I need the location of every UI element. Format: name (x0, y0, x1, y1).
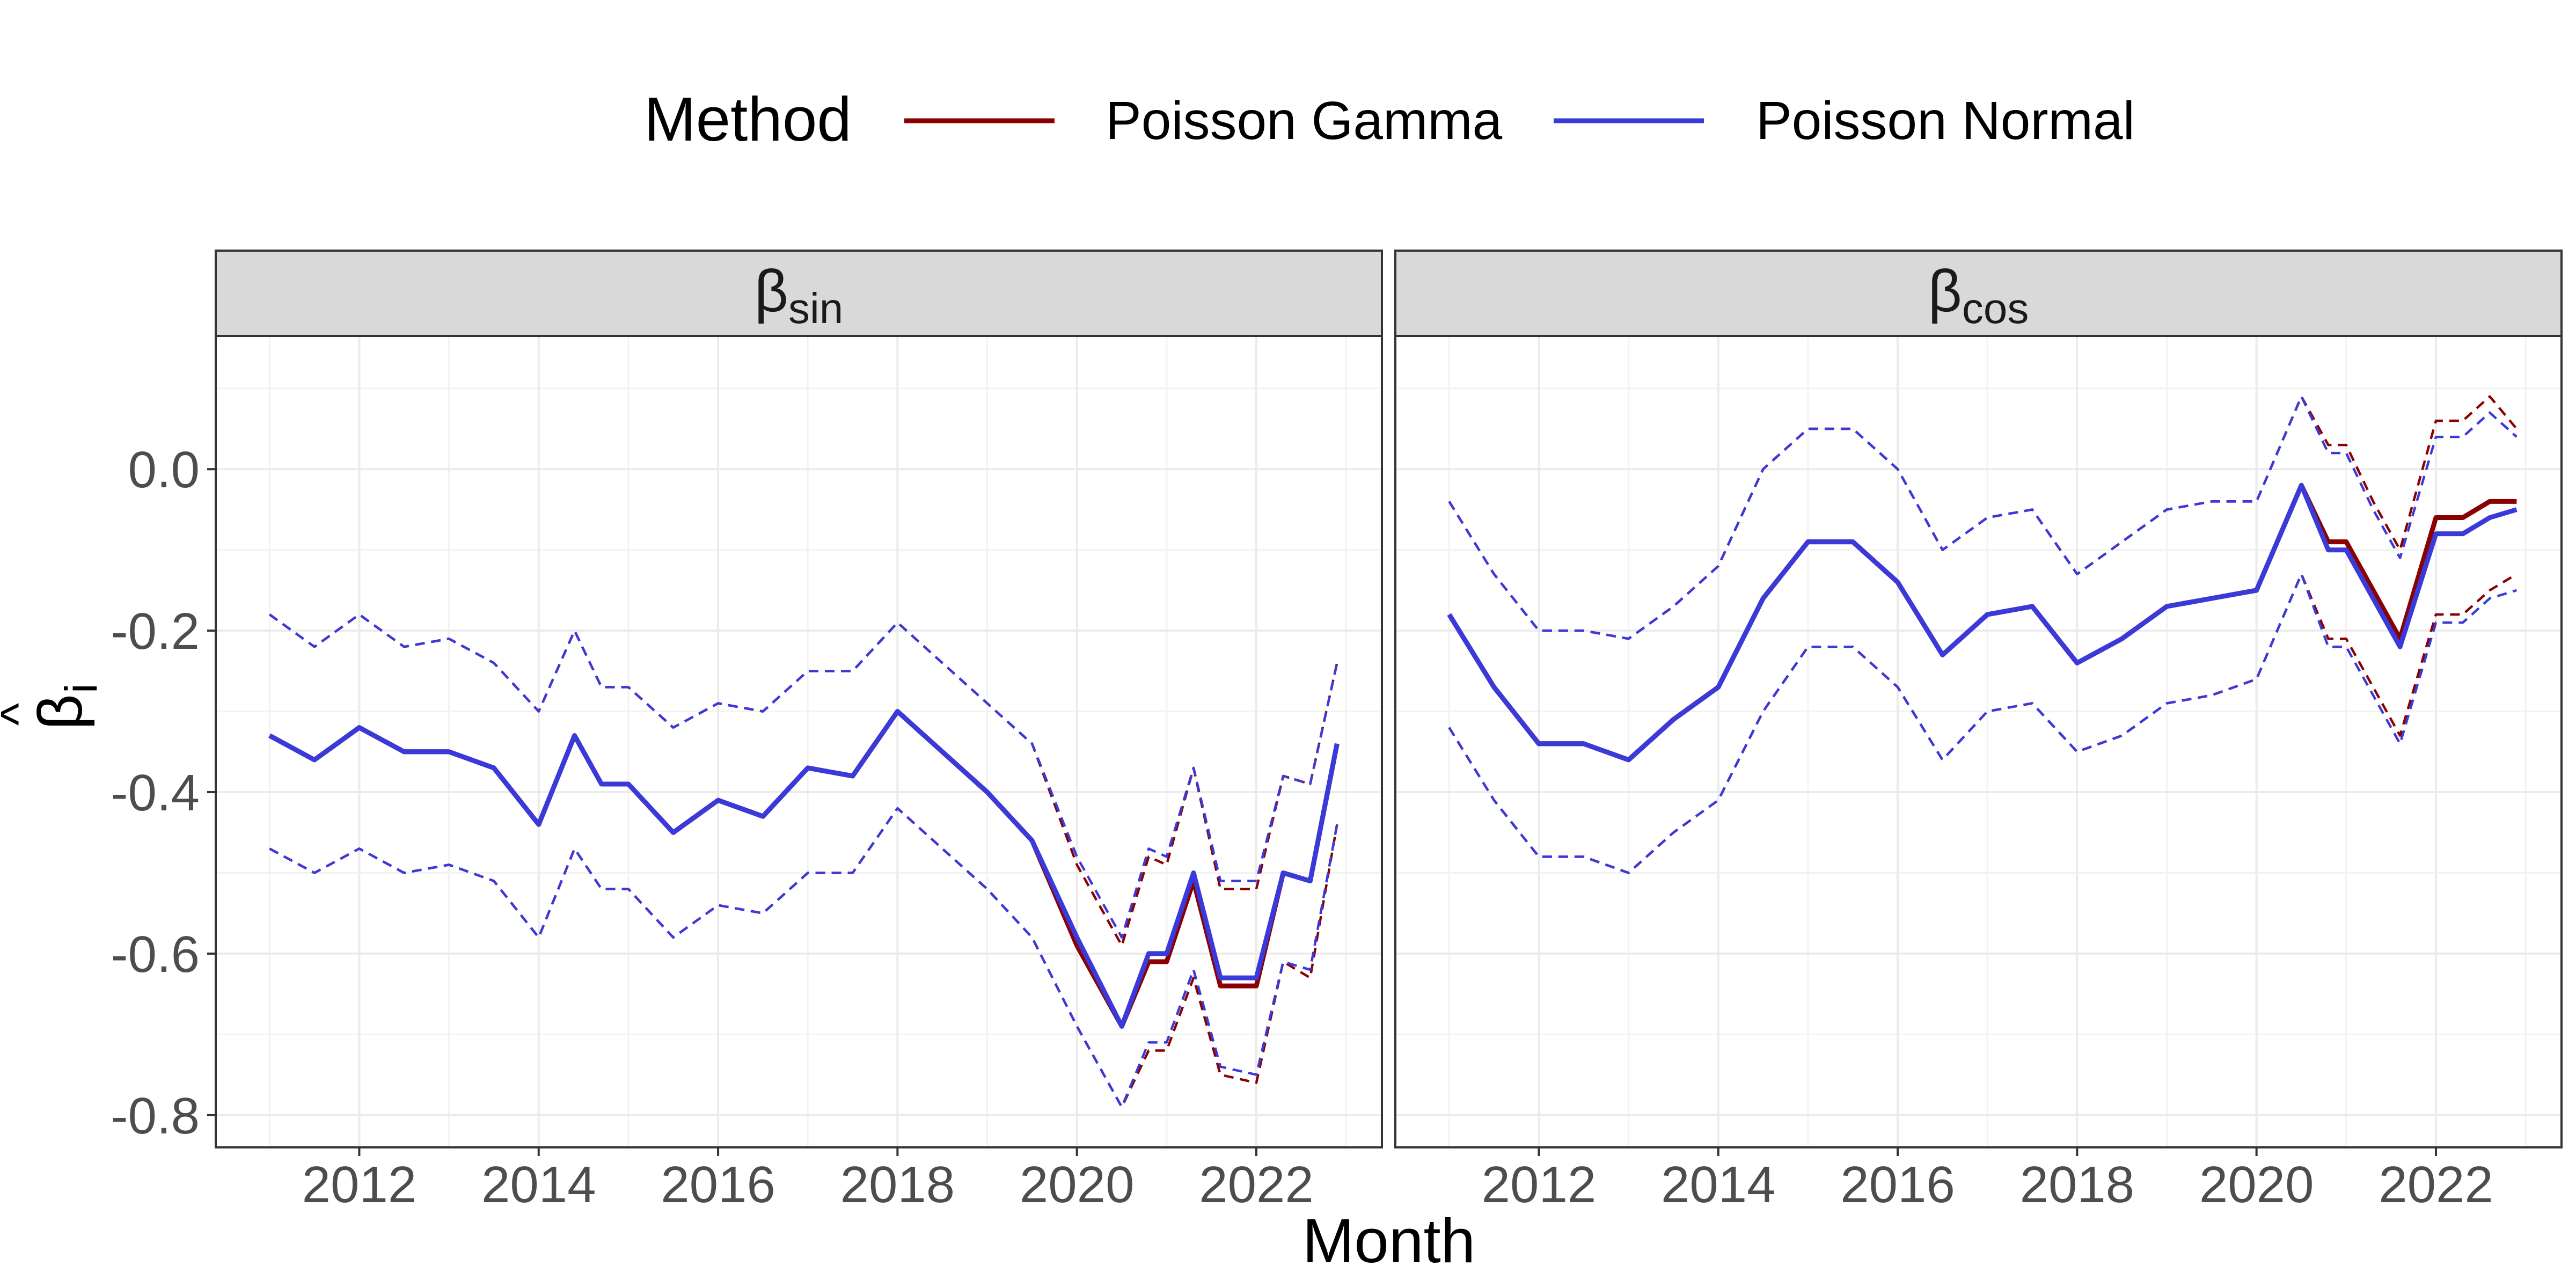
legend-title: Method (644, 84, 852, 154)
y-tick-label: -0.6 (111, 926, 200, 983)
x-tick-label: 2020 (2199, 1156, 2314, 1213)
series-lines (268, 613, 1340, 1109)
panel-border (215, 335, 1383, 1148)
legend-label-poisson-gamma: Poisson Gamma (1106, 91, 1503, 151)
series-poisson-normal-upper (268, 613, 1338, 939)
x-tick-label: 2020 (1020, 1156, 1135, 1213)
series-poisson-normal-estimate (268, 709, 1340, 1029)
strip-subscript: cos (1962, 284, 2029, 332)
y-axis-title: β^ i (0, 683, 106, 730)
strip-subscript: sin (788, 284, 843, 332)
series-lines (1447, 395, 2518, 874)
y-axis: 0.0 -0.2 -0.4 -0.6 -0.8 (111, 441, 216, 1145)
strip-symbol: β (1928, 258, 1962, 324)
strip-label-sin: βsin (755, 258, 844, 332)
x-tick-label: 2016 (1840, 1156, 1955, 1213)
y-axis-hat: ^ (0, 703, 45, 726)
x-axis-title: Month (1302, 1206, 1475, 1276)
strip-cos (1394, 250, 2563, 337)
plot-background (216, 336, 1382, 1147)
series-poisson-normal-upper (1448, 395, 2518, 640)
x-tick-label: 2018 (840, 1156, 955, 1213)
legend-label-poisson-normal: Poisson Normal (1756, 91, 2135, 151)
legend: Method Poisson Gamma Poisson Normal (644, 84, 2135, 154)
panel-border (1394, 335, 2563, 1148)
strip-label-cos: βcos (1928, 258, 2029, 332)
panel-sin: βsin 2012 2014 2016 2018 2020 2022 0.0 -0.2 -0.4 -… (111, 250, 1383, 1213)
strip-symbol: β (755, 258, 788, 324)
x-tick-label: 2018 (2020, 1156, 2135, 1213)
y-tick-label: 0.0 (128, 441, 200, 499)
series-poisson-normal-estimate (1447, 482, 2518, 763)
grid (1395, 336, 2562, 1147)
panel-cos: βcos 2012 2014 2016 2018 2020 2022 (1394, 250, 2563, 1213)
series-poisson-normal-lower (269, 807, 1338, 1109)
y-tick-label: -0.8 (111, 1087, 200, 1145)
x-tick-label: 2014 (1661, 1156, 1776, 1213)
x-tick-label: 2022 (2379, 1156, 2493, 1213)
x-tick-label: 2016 (661, 1156, 775, 1213)
plot-background (1395, 336, 2562, 1147)
y-axis-symbol: β (25, 694, 95, 730)
x-tick-label: 2014 (481, 1156, 596, 1213)
y-tick-label: -0.4 (111, 764, 200, 822)
x-axis: 2012 2014 2016 2018 2020 2022 (1482, 1147, 2493, 1213)
axis-titles: Month β^ i (0, 683, 1475, 1276)
y-axis-subscript: i (56, 683, 106, 693)
x-tick-label: 2012 (302, 1156, 417, 1213)
x-axis: 2012 2014 2016 2018 2020 2022 (302, 1147, 1314, 1213)
grid (216, 336, 1382, 1147)
strip-sin (215, 250, 1383, 337)
x-tick-label: 2022 (1199, 1156, 1314, 1213)
y-tick-label: -0.2 (111, 603, 200, 660)
series-poisson-normal-lower (1448, 573, 2518, 874)
x-tick-label: 2012 (1482, 1156, 1597, 1213)
